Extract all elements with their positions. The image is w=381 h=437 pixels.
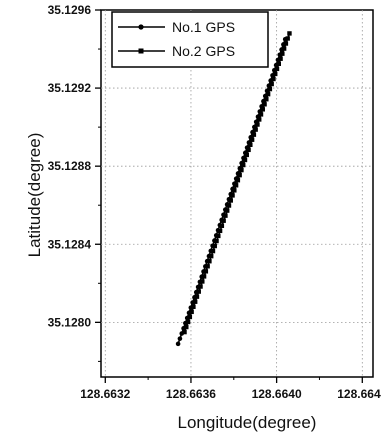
- data-point-square: [207, 259, 212, 264]
- legend-box: [111, 11, 269, 68]
- data-point-square: [248, 142, 253, 147]
- data-point-square: [271, 76, 276, 82]
- legend-marker-no1: [138, 24, 144, 30]
- y-axis-title: Latitude(degree): [25, 133, 44, 258]
- data-point-square: [258, 112, 264, 117]
- data-point-square: [203, 269, 209, 274]
- x-tick-label: 128.6636: [166, 387, 216, 401]
- legend-label-no1: No.1 GPS: [172, 19, 235, 35]
- data-point-square: [223, 213, 228, 218]
- data-point-square: [278, 56, 283, 61]
- x-tick-label: 128.6640: [252, 387, 302, 401]
- data-point-square: [212, 243, 217, 249]
- data-point-square: [251, 132, 257, 137]
- data-point-square: [233, 183, 239, 188]
- data-point-square: [209, 253, 214, 259]
- data-point-square: [184, 324, 189, 330]
- data-point-square: [283, 41, 289, 46]
- plot-frame: [100, 9, 374, 378]
- x-axis-title: Longitude(degree): [178, 413, 317, 432]
- data-point-square: [182, 329, 187, 335]
- data-point-square: [242, 157, 248, 163]
- data-point-square: [253, 127, 258, 132]
- data-point-square: [201, 274, 207, 279]
- y-tick-label: 35.1292: [48, 81, 92, 95]
- data-point-square: [257, 117, 262, 122]
- x-tick-label: 128.6632: [80, 387, 130, 401]
- data-point-square: [280, 51, 285, 56]
- data-point-square: [185, 319, 191, 325]
- data-point-square: [255, 122, 260, 127]
- data-point-square: [210, 248, 216, 254]
- data-point-square: [281, 46, 287, 51]
- y-tick-label: 35.1284: [48, 237, 92, 251]
- series-layer: [175, 31, 292, 347]
- data-point-square: [192, 299, 198, 304]
- data-point-square: [267, 86, 273, 92]
- data-point-square: [276, 61, 282, 66]
- y-tick-label: 35.1296: [48, 3, 92, 17]
- data-point-square: [226, 203, 232, 208]
- data-point-square: [221, 218, 226, 223]
- y-tick-label: 35.1280: [48, 315, 92, 329]
- legend-label-no2: No.2 GPS: [172, 43, 235, 59]
- data-point-circle: [175, 341, 181, 347]
- data-point-square: [262, 102, 267, 107]
- data-point-square: [264, 97, 269, 102]
- data-point-square: [239, 167, 244, 173]
- legend: No.1 GPS No.2 GPS: [111, 11, 269, 68]
- data-point-square: [249, 137, 255, 142]
- data-point-square: [273, 71, 278, 77]
- data-point-square: [216, 233, 221, 239]
- data-point-square: [228, 198, 233, 203]
- data-point-square: [198, 284, 203, 289]
- data-point-square: [232, 188, 237, 193]
- data-point-square: [196, 289, 201, 294]
- data-point-square: [205, 264, 210, 269]
- data-point-square: [214, 238, 219, 244]
- x-tick-label: 128.6644: [337, 387, 381, 401]
- data-point-square: [265, 91, 271, 97]
- data-point-square: [260, 107, 265, 112]
- data-point-square: [269, 81, 274, 87]
- data-point-square: [200, 279, 205, 284]
- axis-ticks: 128.6632 128.6636 128.6640 128.6644 35.1280 3…: [48, 3, 381, 401]
- data-point-square: [285, 36, 290, 41]
- data-point-square: [191, 304, 196, 309]
- y-tick-label: 35.1288: [48, 159, 92, 173]
- data-point-square: [235, 178, 241, 183]
- data-point-square: [187, 314, 193, 320]
- data-point-square: [194, 294, 200, 299]
- data-point-square: [237, 172, 242, 178]
- data-point-circle: [177, 336, 183, 341]
- data-point-square: [189, 309, 194, 315]
- data-point-square: [274, 66, 280, 72]
- data-point-square: [246, 147, 251, 153]
- data-point-square: [241, 162, 246, 168]
- data-point-square: [217, 228, 223, 234]
- data-point-square: [287, 31, 292, 36]
- legend-marker-no2: [138, 48, 144, 54]
- data-point-square: [225, 208, 230, 213]
- data-point-square: [219, 223, 225, 228]
- data-point-square: [244, 152, 249, 158]
- data-point-square: [230, 193, 235, 198]
